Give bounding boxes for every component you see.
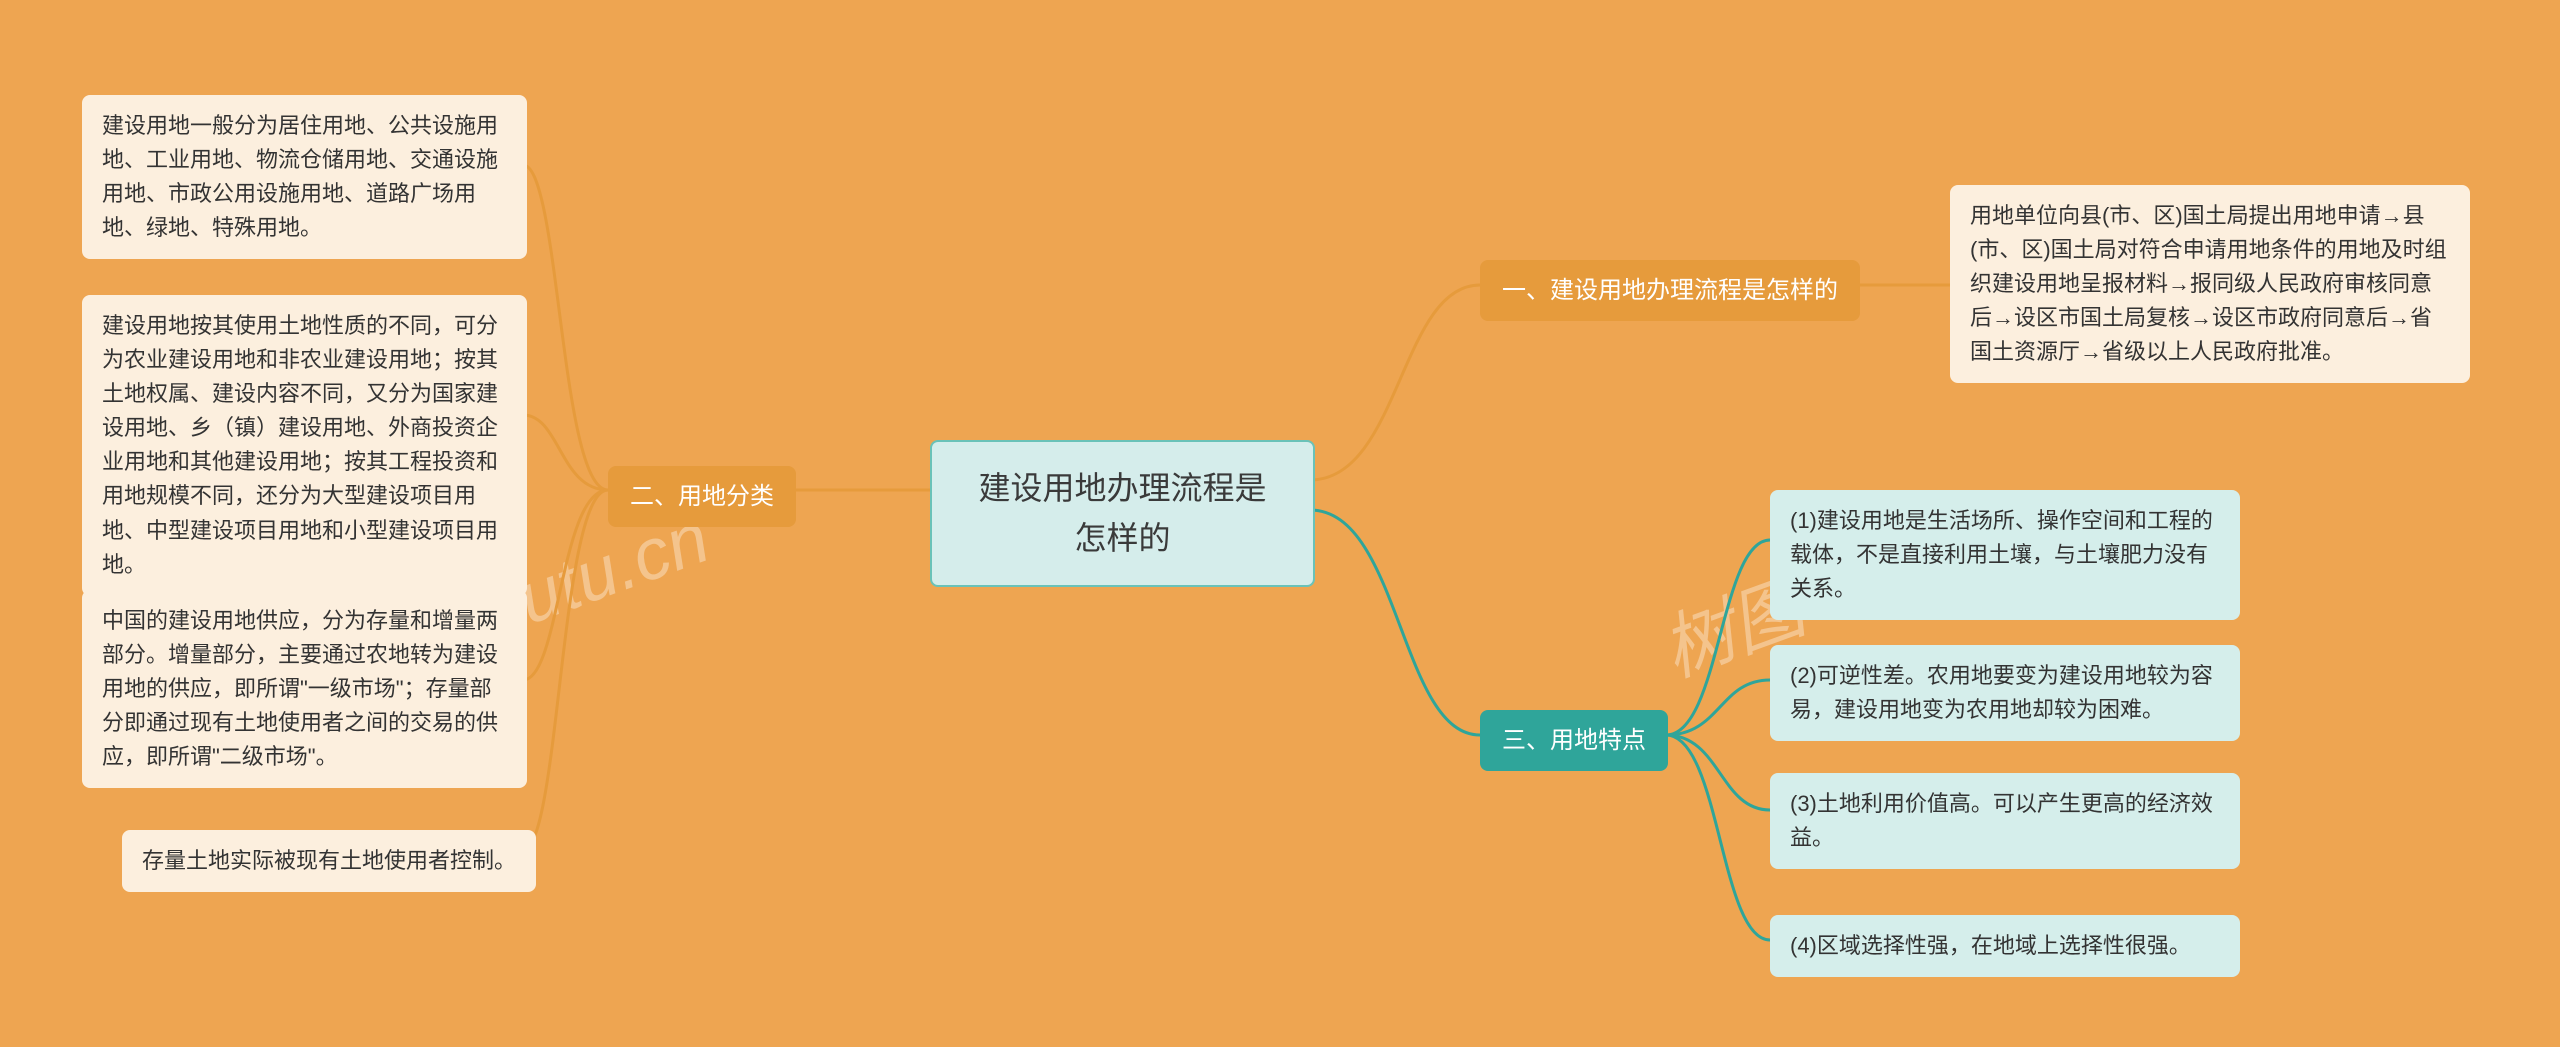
- leaf-text: (4)区域选择性强，在地域上选择性很强。: [1790, 933, 2191, 958]
- leaf-node: 存量土地实际被现有土地使用者控制。: [122, 830, 536, 892]
- leaf-text: 存量土地实际被现有土地使用者控制。: [142, 848, 516, 873]
- leaf-node: 用地单位向县(市、区)国土局提出用地申请→县(市、区)国土局对符合申请用地条件的…: [1950, 185, 2470, 383]
- branch-node-1: 一、建设用地办理流程是怎样的: [1480, 260, 1860, 321]
- leaf-text: 中国的建设用地供应，分为存量和增量两部分。增量部分，主要通过农地转为建设用地的供…: [102, 608, 498, 769]
- branch-label: 二、用地分类: [630, 483, 774, 510]
- leaf-text: (1)建设用地是生活场所、操作空间和工程的载体，不是直接利用土壤，与土壤肥力没有…: [1790, 508, 2213, 601]
- center-text: 建设用地办理流程是怎样的: [978, 470, 1266, 556]
- leaf-node: 中国的建设用地供应，分为存量和增量两部分。增量部分，主要通过农地转为建设用地的供…: [82, 590, 527, 788]
- leaf-text: 建设用地一般分为居住用地、公共设施用地、工业用地、物流仓储用地、交通设施用地、市…: [102, 113, 498, 240]
- branch-node-3: 三、用地特点: [1480, 710, 1668, 771]
- leaf-node: (4)区域选择性强，在地域上选择性很强。: [1770, 915, 2240, 977]
- leaf-node: (2)可逆性差。农用地要变为建设用地较为容易，建设用地变为农用地却较为困难。: [1770, 645, 2240, 741]
- branch-label: 一、建设用地办理流程是怎样的: [1502, 277, 1838, 304]
- leaf-node: (1)建设用地是生活场所、操作空间和工程的载体，不是直接利用土壤，与土壤肥力没有…: [1770, 490, 2240, 620]
- leaf-node: 建设用地按其使用土地性质的不同，可分为农业建设用地和非农业建设用地；按其土地权属…: [82, 295, 527, 596]
- leaf-text: 用地单位向县(市、区)国土局提出用地申请→县(市、区)国土局对符合申请用地条件的…: [1970, 203, 2447, 364]
- leaf-text: (2)可逆性差。农用地要变为建设用地较为容易，建设用地变为农用地却较为困难。: [1790, 663, 2213, 722]
- leaf-node: (3)土地利用价值高。可以产生更高的经济效益。: [1770, 773, 2240, 869]
- leaf-text: (3)土地利用价值高。可以产生更高的经济效益。: [1790, 791, 2213, 850]
- branch-label: 三、用地特点: [1502, 727, 1646, 754]
- center-node: 建设用地办理流程是怎样的: [930, 440, 1315, 587]
- leaf-text: 建设用地按其使用土地性质的不同，可分为农业建设用地和非农业建设用地；按其土地权属…: [102, 313, 498, 577]
- leaf-node: 建设用地一般分为居住用地、公共设施用地、工业用地、物流仓储用地、交通设施用地、市…: [82, 95, 527, 259]
- branch-node-2: 二、用地分类: [608, 466, 796, 527]
